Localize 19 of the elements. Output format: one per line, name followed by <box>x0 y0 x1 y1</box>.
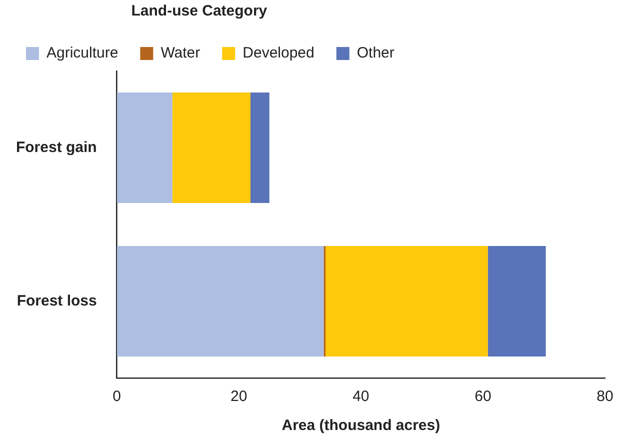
bar <box>326 246 488 357</box>
bar <box>488 246 546 357</box>
legend-label: Agriculture <box>46 44 118 62</box>
x-tick-label: 0 <box>112 388 122 406</box>
y-tick-label: Forest loss <box>16 292 97 310</box>
x-tick-label: 60 <box>474 388 492 406</box>
bar <box>116 92 172 204</box>
bar <box>172 92 250 204</box>
x-tick-label: 20 <box>230 388 248 406</box>
y-tick-label: Forest gain <box>16 138 97 156</box>
x-tick-label: 80 <box>596 388 614 406</box>
bar <box>250 92 270 204</box>
legend-label: Other <box>356 44 394 62</box>
bar <box>116 246 324 357</box>
x-tick-label: 40 <box>352 388 370 406</box>
legend-title: Land-use Category <box>131 2 268 20</box>
legend-label: Water <box>160 44 200 62</box>
x-axis-title: Area (thousand acres) <box>282 417 440 434</box>
legend-label: Developed <box>242 44 314 62</box>
